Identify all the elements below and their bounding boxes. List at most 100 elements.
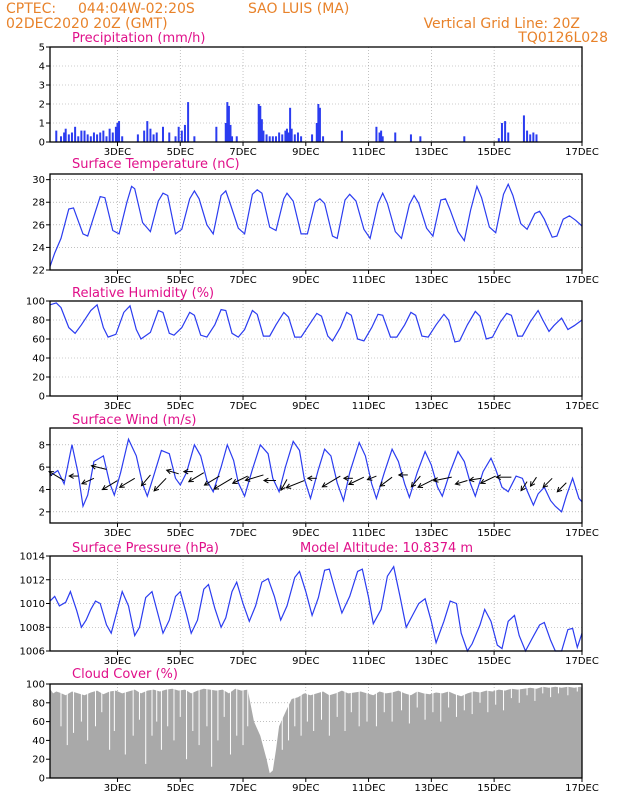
- wind-arrow-shaft: [188, 472, 205, 483]
- precip-xtick-label: 3DEC: [104, 147, 131, 158]
- wind-arrow-head: [306, 475, 313, 482]
- precip-panel: 0 1 2 3 4 5 3DEC 5DEC 7DEC 9DEC 11DEC 13DEC 15DEC 17D…: [39, 43, 599, 159]
- precip-bar: [215, 126, 218, 142]
- temp-ytick-label: 22: [32, 266, 45, 277]
- wind-arrow-shaft: [204, 475, 220, 486]
- cloud-xtick-label: 13DEC: [414, 783, 448, 794]
- pressure-xtick-label: 7DEC: [229, 656, 256, 667]
- precip-bar: [168, 132, 171, 142]
- temp-xtick-label: 3DEC: [104, 275, 131, 286]
- cloud-xtick-label: 7DEC: [229, 783, 256, 794]
- precip-bar: [262, 130, 265, 142]
- wind-arrow-head: [244, 476, 251, 482]
- wind-arrow-shaft: [322, 475, 341, 488]
- precip-title: Precipitation (mm/h): [72, 31, 205, 46]
- precip-bar: [118, 121, 121, 142]
- wind-arrow-head: [262, 477, 269, 484]
- precip-bar: [381, 136, 384, 142]
- wind-arrow-shaft: [119, 477, 136, 488]
- wind-arrow-shaft: [213, 477, 233, 490]
- precip-bar: [86, 134, 89, 142]
- cloud-xtick-label: 17DEC: [565, 783, 599, 794]
- header-grid-line-label: Vertical Grid Line: 20Z: [424, 16, 580, 32]
- wind-arrow-shaft: [433, 476, 452, 482]
- precip-bar: [311, 134, 314, 142]
- plot-panels: 0 1 2 3 4 5 3DEC 5DEC 7DEC 9DEC 11DEC 13DEC 15DEC 17D…: [20, 43, 599, 795]
- wind-arrow-shaft: [348, 476, 365, 485]
- wind-arrow-shaft: [469, 477, 482, 481]
- wind-arrow-head: [182, 468, 189, 475]
- header-location-coords: 044:04W-02:20S: [78, 1, 195, 17]
- precip-xtick-label: 17DEC: [565, 147, 599, 158]
- pressure-xtick-label: 5DEC: [167, 656, 194, 667]
- wind-frame: [49, 427, 583, 524]
- pressure-xtick-label: 17DEC: [565, 656, 599, 667]
- precip-bar: [143, 130, 146, 142]
- wind-arrow-shaft: [245, 474, 264, 481]
- precip-bar: [89, 136, 92, 142]
- precip-bar: [224, 123, 227, 142]
- rh-ytick-label: 60: [32, 335, 45, 346]
- precip-bar: [155, 132, 158, 142]
- cloud-ytick-label: 60: [32, 717, 45, 728]
- precip-ytick-label: 2: [39, 100, 45, 111]
- wind-title: Surface Wind (m/s): [72, 413, 196, 428]
- wind-arrow-head: [556, 486, 563, 493]
- wind-xtick-label: 7DEC: [229, 528, 256, 539]
- precip-bar: [409, 134, 412, 142]
- wind-arrow-shaft: [530, 476, 537, 487]
- precip-bar: [504, 121, 507, 142]
- cloud-title: Cloud Cover (%): [72, 667, 178, 682]
- rh-xtick-label: 5DEC: [167, 401, 194, 412]
- rh-ytick-label: 100: [26, 297, 45, 308]
- precip-bar: [105, 136, 108, 142]
- temp-panel: 22 24 26 28 30 3DEC 5DEC 7DEC 9DEC 11DEC 13DEC 15DE…: [32, 173, 599, 286]
- wind-arrow-head: [153, 485, 160, 492]
- rh-xtick-label: 9DEC: [292, 401, 319, 412]
- wind-arrow-head: [101, 484, 108, 491]
- wind-arrow-head: [468, 476, 475, 483]
- precip-bar: [229, 124, 232, 142]
- precip-bar: [300, 136, 303, 142]
- cloud-area: [50, 686, 582, 778]
- precip-bar: [180, 130, 183, 142]
- precip-bar: [293, 134, 296, 142]
- precip-bar: [226, 102, 229, 142]
- cloud-xtick-label: 15DEC: [477, 783, 511, 794]
- wind-arrow-shaft: [410, 475, 421, 488]
- precip-xtick-label: 5DEC: [167, 147, 194, 158]
- precip-bar: [67, 134, 70, 142]
- precip-bar: [529, 134, 532, 142]
- wind-arrow-head: [80, 479, 87, 485]
- precip-bar: [375, 126, 378, 142]
- wind-xtick-label: 17DEC: [565, 528, 599, 539]
- wind-arrow-head: [529, 481, 536, 488]
- precip-bar: [274, 136, 277, 142]
- wind-arrow-head: [280, 485, 286, 492]
- precip-bar: [231, 136, 234, 142]
- precip-bar: [59, 136, 62, 142]
- precip-bar: [281, 134, 284, 142]
- pressure-xtick-label: 13DEC: [414, 656, 448, 667]
- wind-ytick-label: 6: [39, 463, 45, 474]
- precip-bar: [146, 121, 149, 142]
- wind-arrow-shaft: [141, 474, 151, 487]
- cloud-ytick-label: 40: [32, 736, 45, 747]
- precip-xtick-label: 9DEC: [292, 147, 319, 158]
- precip-bar: [96, 134, 99, 142]
- precip-bar: [265, 134, 268, 142]
- precip-bar: [526, 130, 529, 142]
- precip-xtick-label: 13DEC: [414, 147, 448, 158]
- rh-xtick-label: 3DEC: [104, 401, 131, 412]
- wind-panel: 2 4 6 8 3DEC 5DEC 7DEC 9DEC 11DEC 13DEC 15DEC 17DEC: [39, 427, 599, 539]
- precip-bar: [284, 130, 287, 142]
- precip-bar: [260, 119, 263, 142]
- wind-arrow-shaft: [556, 482, 567, 493]
- precip-bar: [152, 134, 155, 142]
- precip-bar: [80, 130, 83, 142]
- wind-arrow-head: [213, 484, 220, 490]
- precip-bar: [285, 128, 288, 142]
- wind-arrow-head: [203, 480, 210, 486]
- precip-bar: [121, 136, 124, 142]
- precip-bar: [187, 102, 190, 142]
